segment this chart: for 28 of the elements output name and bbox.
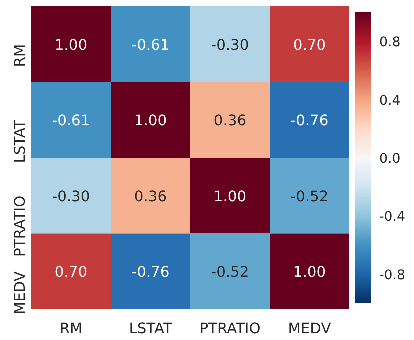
data-label: 1.00 xyxy=(293,264,326,282)
y-tick-label: LSTAT xyxy=(12,120,29,164)
data-label: -0.52 xyxy=(290,188,329,206)
color-bar-label: 0.0 xyxy=(380,152,401,167)
data-label: -0.61 xyxy=(132,36,170,54)
color-bar-label: -0.4 xyxy=(380,210,406,226)
data-label: 1.00 xyxy=(214,188,247,206)
y-tick-label: PTRATIO xyxy=(12,196,29,257)
data-label: -0.76 xyxy=(132,264,170,282)
data-label: 1.00 xyxy=(134,112,168,130)
color-bar-label: -0.8 xyxy=(380,268,406,284)
color-bar-label: 0.8 xyxy=(380,36,401,51)
data-label: -0.30 xyxy=(52,188,90,206)
x-tick-label: MEDV xyxy=(288,320,332,338)
color-bar-label: 0.4 xyxy=(380,94,401,109)
data-label: 1.00 xyxy=(54,36,88,54)
data-label: -0.61 xyxy=(52,112,90,130)
data-label: -0.30 xyxy=(211,36,250,54)
data-label: 0.36 xyxy=(134,188,168,206)
data-label: -0.76 xyxy=(290,112,329,130)
y-tick-label: RM xyxy=(12,44,29,68)
data-label: 0.70 xyxy=(54,264,88,282)
x-tick-label: LSTAT xyxy=(129,320,172,338)
data-label: 0.36 xyxy=(214,112,247,130)
data-label: -0.52 xyxy=(211,264,250,282)
data-label: 0.70 xyxy=(293,36,326,54)
x-tick-label: PTRATIO xyxy=(200,320,261,338)
x-tick-label: RM xyxy=(60,320,83,338)
